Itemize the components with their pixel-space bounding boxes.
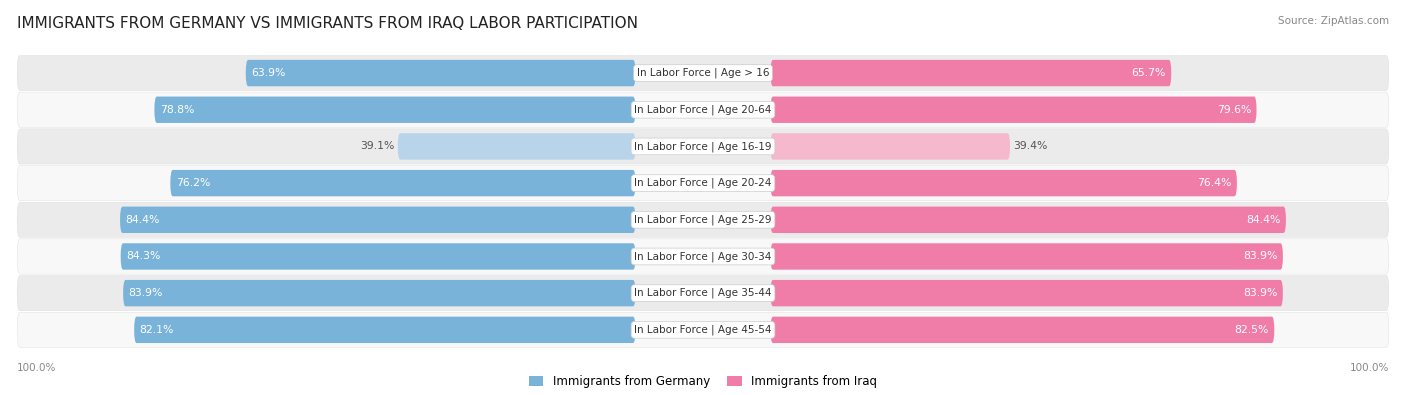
FancyBboxPatch shape — [17, 276, 1389, 311]
Text: 100.0%: 100.0% — [1350, 363, 1389, 373]
FancyBboxPatch shape — [120, 207, 636, 233]
FancyBboxPatch shape — [770, 60, 1171, 86]
Text: Source: ZipAtlas.com: Source: ZipAtlas.com — [1278, 16, 1389, 26]
FancyBboxPatch shape — [17, 129, 1389, 164]
FancyBboxPatch shape — [17, 312, 1389, 348]
Text: 65.7%: 65.7% — [1132, 68, 1166, 78]
FancyBboxPatch shape — [770, 133, 1010, 160]
Text: 83.9%: 83.9% — [1243, 252, 1278, 261]
Text: 100.0%: 100.0% — [17, 363, 56, 373]
FancyBboxPatch shape — [17, 92, 1389, 127]
Text: 84.4%: 84.4% — [1246, 215, 1281, 225]
Text: 79.6%: 79.6% — [1216, 105, 1251, 115]
Text: 82.5%: 82.5% — [1234, 325, 1268, 335]
Text: 83.9%: 83.9% — [128, 288, 163, 298]
Text: In Labor Force | Age 25-29: In Labor Force | Age 25-29 — [634, 214, 772, 225]
FancyBboxPatch shape — [770, 170, 1237, 196]
FancyBboxPatch shape — [124, 280, 636, 307]
Text: In Labor Force | Age 45-54: In Labor Force | Age 45-54 — [634, 325, 772, 335]
FancyBboxPatch shape — [770, 207, 1286, 233]
Text: 78.8%: 78.8% — [160, 105, 194, 115]
Legend: Immigrants from Germany, Immigrants from Iraq: Immigrants from Germany, Immigrants from… — [524, 370, 882, 393]
Text: 39.1%: 39.1% — [360, 141, 394, 151]
Text: In Labor Force | Age 20-64: In Labor Force | Age 20-64 — [634, 105, 772, 115]
Text: In Labor Force | Age 30-34: In Labor Force | Age 30-34 — [634, 251, 772, 262]
Text: In Labor Force | Age > 16: In Labor Force | Age > 16 — [637, 68, 769, 78]
FancyBboxPatch shape — [17, 239, 1389, 274]
Text: 63.9%: 63.9% — [252, 68, 285, 78]
FancyBboxPatch shape — [770, 96, 1257, 123]
Text: In Labor Force | Age 35-44: In Labor Force | Age 35-44 — [634, 288, 772, 298]
Text: In Labor Force | Age 16-19: In Labor Force | Age 16-19 — [634, 141, 772, 152]
FancyBboxPatch shape — [121, 243, 636, 270]
FancyBboxPatch shape — [770, 280, 1282, 307]
Text: 84.4%: 84.4% — [125, 215, 160, 225]
FancyBboxPatch shape — [398, 133, 636, 160]
Text: In Labor Force | Age 20-24: In Labor Force | Age 20-24 — [634, 178, 772, 188]
FancyBboxPatch shape — [155, 96, 636, 123]
Text: 84.3%: 84.3% — [127, 252, 160, 261]
FancyBboxPatch shape — [246, 60, 636, 86]
Text: IMMIGRANTS FROM GERMANY VS IMMIGRANTS FROM IRAQ LABOR PARTICIPATION: IMMIGRANTS FROM GERMANY VS IMMIGRANTS FR… — [17, 16, 638, 31]
Text: 83.9%: 83.9% — [1243, 288, 1278, 298]
Text: 76.4%: 76.4% — [1197, 178, 1232, 188]
FancyBboxPatch shape — [134, 317, 636, 343]
FancyBboxPatch shape — [770, 243, 1282, 270]
FancyBboxPatch shape — [17, 55, 1389, 91]
FancyBboxPatch shape — [17, 166, 1389, 201]
FancyBboxPatch shape — [770, 317, 1274, 343]
FancyBboxPatch shape — [17, 202, 1389, 237]
FancyBboxPatch shape — [170, 170, 636, 196]
Text: 82.1%: 82.1% — [139, 325, 174, 335]
Text: 39.4%: 39.4% — [1014, 141, 1047, 151]
Text: 76.2%: 76.2% — [176, 178, 211, 188]
